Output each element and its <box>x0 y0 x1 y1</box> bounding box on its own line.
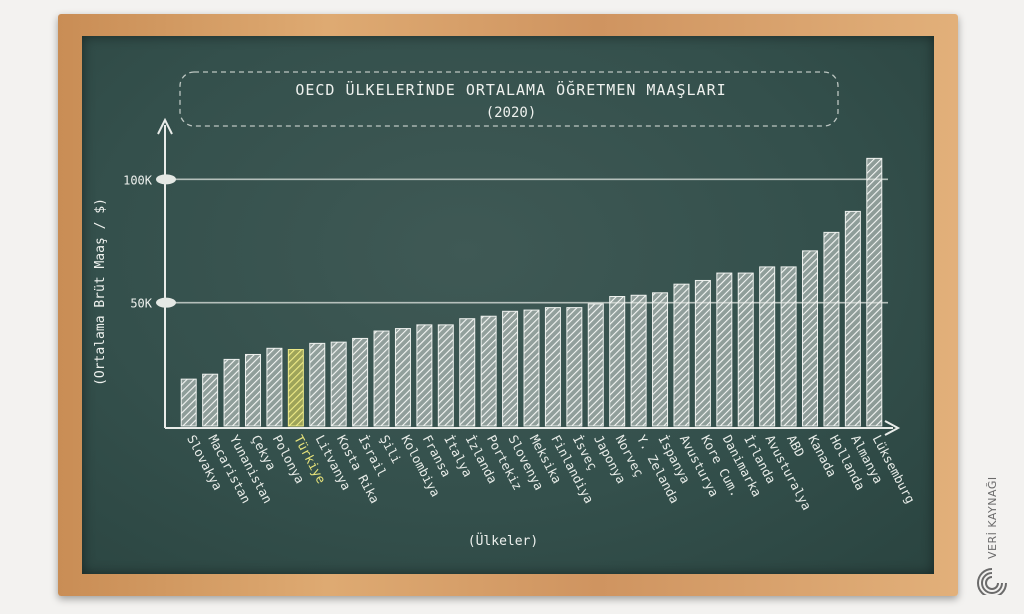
y-axis-arrow <box>157 117 173 135</box>
bar <box>266 347 283 427</box>
bar <box>823 231 840 427</box>
bar <box>844 210 861 427</box>
bar <box>309 342 326 427</box>
bar <box>759 266 776 427</box>
bar <box>737 272 754 427</box>
bar <box>802 250 819 427</box>
y-axis-label: (Ortalama Brüt Maaş / $) <box>93 198 108 386</box>
y-tick-label: 100K <box>123 173 153 187</box>
bars <box>180 157 883 427</box>
y-tick-mark <box>156 297 176 308</box>
bar <box>480 315 497 427</box>
title-box <box>179 71 839 127</box>
spiral-logo-icon <box>977 568 1007 595</box>
category-labels: SlovakyaMacaristanYunanistanÇekyaPolonya… <box>184 432 918 512</box>
bar <box>630 294 647 427</box>
x-axis-label: (Ülkeler) <box>468 532 538 549</box>
bar <box>544 307 561 427</box>
bar <box>523 309 540 427</box>
bar <box>244 353 261 427</box>
bar <box>652 292 669 427</box>
bar <box>330 341 347 427</box>
x-axis-arrow <box>884 420 901 436</box>
bar <box>566 307 583 427</box>
bar <box>373 330 390 427</box>
bar <box>673 283 690 427</box>
bar <box>502 310 519 427</box>
chart-title: OECD ÜLKELERİNDE ORTALAMA ÖĞRETMEN MAAŞL… <box>295 80 726 99</box>
chart-subtitle: (2020) <box>486 105 537 121</box>
bar <box>780 266 797 427</box>
bar <box>437 324 454 427</box>
bar <box>866 157 883 427</box>
bar <box>352 337 369 427</box>
logo-text: VERİ KAYNAĞI <box>986 476 999 559</box>
bar <box>223 358 240 427</box>
y-tick-label: 50K <box>130 297 152 311</box>
bar <box>459 318 476 427</box>
bar <box>180 378 197 427</box>
veri-kaynagi-logo: VERİ KAYNAĞI <box>977 476 1007 595</box>
bar <box>416 324 433 427</box>
bar <box>587 303 604 427</box>
bar <box>394 328 411 427</box>
bar <box>694 279 711 427</box>
y-tick-mark <box>156 174 176 185</box>
bar <box>716 272 733 427</box>
bar <box>202 373 219 427</box>
bar <box>609 296 626 427</box>
bar <box>287 349 304 427</box>
